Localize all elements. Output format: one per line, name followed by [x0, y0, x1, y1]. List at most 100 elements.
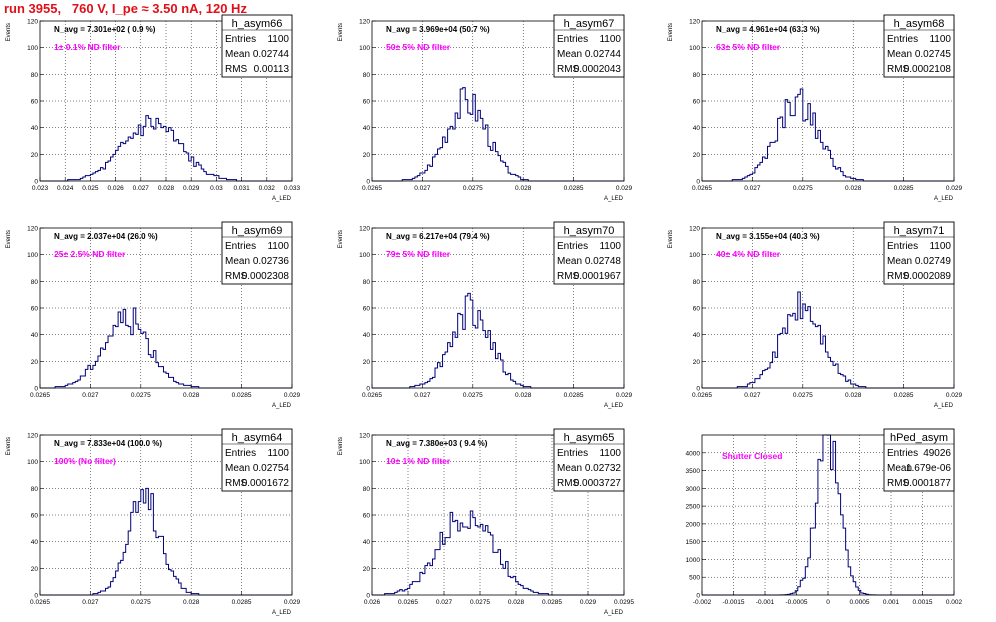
y-tick-label: 20: [31, 359, 39, 366]
y-tick-label: 120: [27, 433, 38, 440]
histogram-name: h_asym69: [232, 225, 283, 237]
x-tick-label: 0.029: [946, 185, 963, 192]
y-tick-label: 20: [693, 152, 701, 159]
x-tick-label: 0.0265: [692, 392, 712, 399]
x-axis-label: A_LED: [604, 403, 624, 409]
stat-label-entries: Entries: [557, 448, 588, 459]
stat-value-entries: 1100: [267, 448, 289, 459]
y-tick-label: 100: [359, 252, 370, 259]
y-tick-label: 0: [34, 593, 38, 600]
x-tick-label: 0.028: [183, 599, 200, 606]
y-axis-label: Events: [668, 230, 674, 248]
y-tick-label: 80: [363, 279, 371, 286]
x-tick-label: 0.027: [436, 599, 453, 606]
stat-value-entries: 1100: [267, 241, 289, 252]
stat-label-entries: Entries: [225, 34, 256, 45]
x-tick-label: -0.0005: [785, 599, 807, 606]
x-tick-label: 0.029: [616, 185, 633, 192]
stat-label-mean: Mean: [225, 49, 250, 60]
filter-label: 10± 1% ND filter: [386, 456, 451, 466]
x-tick-label: 0.0275: [463, 392, 483, 399]
filter-label: 63± 5% ND filter: [716, 42, 781, 52]
histogram-panel-h_asym66: 0.023 0.024 0.025 0.026 0.027 0.028 0.029 0.03 0…: [6, 14, 301, 202]
y-axis-label: Events: [6, 23, 12, 41]
histogram-panel-h_asym64: 0.0265 0.027 0.0275 0.028 0.0285 0.029 0 20 40 60…: [6, 428, 301, 616]
y-tick-label: 80: [31, 279, 39, 286]
stat-value-entries: 1100: [267, 34, 289, 45]
stat-label-rms: RMS: [225, 478, 248, 489]
y-axis-label: Events: [338, 23, 344, 41]
histogram-name: h_asym66: [232, 18, 283, 30]
navg-annotation: N_avg = 7.301e+02 ( 0.9 %): [54, 25, 156, 34]
stat-value-mean: 0.02736: [253, 256, 290, 267]
stat-value-mean: 0.02745: [915, 49, 952, 60]
histogram-name: h_asym70: [564, 225, 615, 237]
x-tick-label: 0.03: [210, 185, 223, 192]
y-tick-label: 120: [27, 226, 38, 233]
stat-value-rms: 0.0002043: [574, 64, 622, 75]
stats-box-frame: [553, 14, 625, 78]
navg-annotation: N_avg = 7.380e+03 ( 9.4 %): [386, 439, 488, 448]
x-tick-label: 0.0265: [362, 392, 382, 399]
filter-label: 100% (No filter): [54, 456, 116, 466]
x-tick-label: 0.027: [82, 392, 99, 399]
x-axis-label: A_LED: [604, 196, 624, 202]
y-tick-label: 40: [31, 332, 39, 339]
navg-annotation: N_avg = 6.217e+04 (79.4 %): [386, 232, 490, 241]
stats-box: h_asym69 Entries 1100 Mean 0.02736 RMS0.00023…: [221, 221, 293, 285]
y-tick-label: 80: [363, 72, 371, 79]
histogram-series: [40, 115, 292, 182]
stat-label-entries: Entries: [557, 34, 588, 45]
histogram-panel-hPed_asym: -0.002 -0.0015 -0.001 -0.0005 0 0.0005 0.001 0.…: [686, 428, 963, 606]
stat-value-entries: 1100: [599, 448, 621, 459]
x-tick-label: 0.0295: [614, 599, 634, 606]
stats-box-frame: [553, 428, 625, 492]
x-tick-label: 0.029: [616, 392, 633, 399]
stat-value-rms: 0.0003727: [574, 478, 622, 489]
x-axis-label: A_LED: [272, 196, 292, 202]
stat-value-entries: 1100: [929, 241, 951, 252]
histogram-series: [702, 88, 954, 182]
y-tick-label: 100: [359, 45, 370, 52]
x-tick-label: 0.027: [133, 185, 150, 192]
x-tick-label: 0.029: [580, 599, 597, 606]
y-tick-label: 40: [31, 125, 39, 132]
x-tick-label: 0.028: [508, 599, 525, 606]
y-tick-label: 20: [31, 152, 39, 159]
y-tick-label: 1000: [686, 557, 701, 564]
y-tick-label: 0: [34, 386, 38, 393]
stats-box-frame: [883, 14, 955, 78]
histogram-panel-h_asym71: 0.0265 0.027 0.0275 0.028 0.0285 0.029 0 20 40 60…: [668, 221, 963, 409]
stat-value-mean: 0.02748: [585, 256, 622, 267]
x-tick-label: 0.029: [284, 392, 301, 399]
y-tick-label: 60: [31, 513, 39, 520]
y-tick-label: 20: [693, 359, 701, 366]
y-tick-label: 3500: [686, 468, 701, 475]
x-tick-label: 0.0275: [793, 185, 813, 192]
page-title: run 3955, 760 V, I_pe ≈ 3.50 nA, 120 Hz: [4, 1, 247, 16]
y-tick-label: 0: [366, 386, 370, 393]
navg-annotation: N_avg = 2.037e+04 (26.0 %): [54, 232, 158, 241]
y-tick-label: 120: [359, 19, 370, 26]
x-tick-label: 0.029: [284, 599, 301, 606]
x-tick-label: 0.0275: [131, 392, 151, 399]
y-tick-label: 40: [31, 539, 39, 546]
y-tick-label: 0: [366, 179, 370, 186]
stat-label-rms: RMS: [225, 271, 248, 282]
stat-label-mean: Mean: [887, 49, 912, 60]
x-tick-label: 0.0285: [564, 392, 584, 399]
x-axis-label: A_LED: [934, 403, 954, 409]
x-tick-label: 0.028: [158, 185, 175, 192]
x-tick-label: -0.002: [693, 599, 712, 606]
stat-label-rms: RMS: [887, 271, 910, 282]
x-tick-label: 0.027: [414, 392, 431, 399]
navg-annotation: N_avg = 7.833e+04 (100.0 %): [54, 439, 162, 448]
y-axis-label: Events: [338, 230, 344, 248]
stat-value-mean: 0.02744: [585, 49, 622, 60]
y-tick-label: 60: [363, 306, 371, 313]
histogram-name: h_asym68: [894, 18, 945, 30]
histogram-name: h_asym71: [894, 225, 945, 237]
x-tick-label: 0.001: [883, 599, 900, 606]
